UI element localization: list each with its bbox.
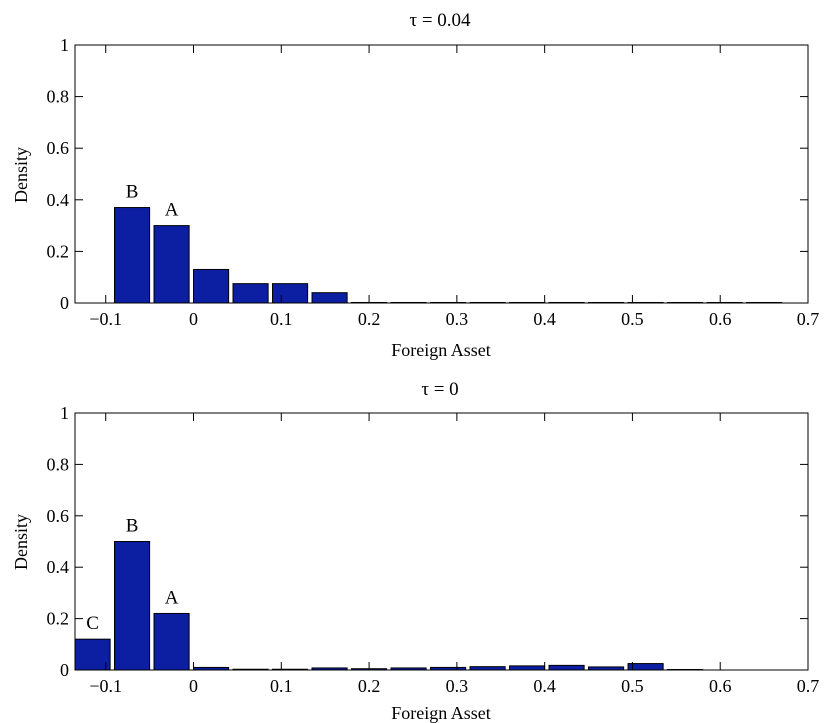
x-tick-label: 0.5 — [621, 676, 644, 696]
y-tick-label: 0.4 — [47, 190, 70, 210]
x-tick-label: 0.4 — [533, 309, 556, 329]
x-tick-label: 0.4 — [533, 676, 556, 696]
bar-annotation: A — [165, 200, 179, 221]
y-tick-label: 0.6 — [47, 138, 70, 158]
y-tick-label: 0 — [60, 660, 69, 680]
bar — [114, 207, 151, 304]
x-axis-label: Foreign Asset — [391, 340, 491, 360]
chart-top: τ = 0.04 −0.1 0 0.1 0.2 0.3 0.4 0.5 0.6 0.7 0 0.2 0… — [11, 10, 819, 360]
bar — [311, 292, 348, 304]
bar — [153, 612, 190, 671]
x-tick-label: 0.7 — [797, 309, 820, 329]
y-tick-label: 0.2 — [47, 241, 70, 261]
bar-annotation: C — [86, 613, 99, 634]
annotation-group: C B A — [86, 516, 178, 635]
bar-annotation: B — [126, 516, 139, 537]
y-tick-label: 0.4 — [47, 557, 70, 577]
x-tick-label: 0 — [189, 309, 198, 329]
chart-title: τ = 0 — [421, 379, 458, 400]
bar — [193, 268, 230, 304]
bar-group — [74, 541, 704, 671]
bar — [469, 666, 506, 671]
y-axis-label: Density — [11, 147, 31, 203]
x-tick-label: −0.1 — [89, 309, 122, 329]
annotation-group: BA — [126, 182, 179, 221]
y-axis-label: Density — [11, 514, 31, 570]
y-tick-label: 0.8 — [47, 87, 70, 107]
y-tick-label: 0 — [60, 293, 69, 313]
x-tick-label: 0.6 — [709, 676, 732, 696]
bar-annotation: B — [126, 182, 139, 203]
x-tick-label: 0.1 — [270, 309, 293, 329]
bar-annotation: A — [165, 587, 179, 608]
y-tick-label: 0.6 — [47, 506, 70, 526]
y-tick-label: 1 — [60, 35, 69, 55]
plot-area — [74, 44, 809, 304]
x-tick-label: 0 — [189, 676, 198, 696]
bar — [509, 665, 546, 671]
y-tick-label: 0.2 — [47, 609, 70, 629]
x-tick-label: 0.1 — [270, 676, 293, 696]
bar — [232, 283, 269, 304]
x-tick-label: 0.5 — [621, 309, 644, 329]
bar — [548, 664, 585, 671]
bar — [627, 663, 664, 671]
chart-bottom: τ = 0 −0.1 0 0.1 0.2 0.3 0.4 0.5 0.6 0.7 0 0.2 0.4 0… — [11, 379, 819, 723]
tick-group: −0.1 0 0.1 0.2 0.3 0.4 0.5 0.6 0.7 0 0.2 0.4 0.6 0.8 1 — [47, 35, 820, 329]
tick-group: −0.1 0 0.1 0.2 0.3 0.4 0.5 0.6 0.7 0 0.2 0.4 0.6 0.8 1 — [47, 403, 820, 696]
x-tick-label: 0.2 — [358, 309, 381, 329]
x-tick-label: 0.7 — [797, 676, 820, 696]
x-tick-label: 0.2 — [358, 676, 381, 696]
bar — [114, 541, 151, 671]
x-tick-label: 0.3 — [446, 676, 469, 696]
y-tick-label: 1 — [60, 403, 69, 423]
bar-group — [114, 207, 783, 304]
bar — [74, 638, 111, 671]
x-tick-label: 0.3 — [446, 309, 469, 329]
x-axis-label: Foreign Asset — [391, 703, 491, 723]
bar — [153, 225, 190, 304]
chart-title: τ = 0.04 — [409, 10, 471, 31]
x-tick-label: 0.6 — [709, 309, 732, 329]
bar — [272, 283, 309, 304]
x-tick-label: −0.1 — [89, 676, 122, 696]
plot-area — [74, 412, 809, 671]
y-tick-label: 0.8 — [47, 454, 70, 474]
